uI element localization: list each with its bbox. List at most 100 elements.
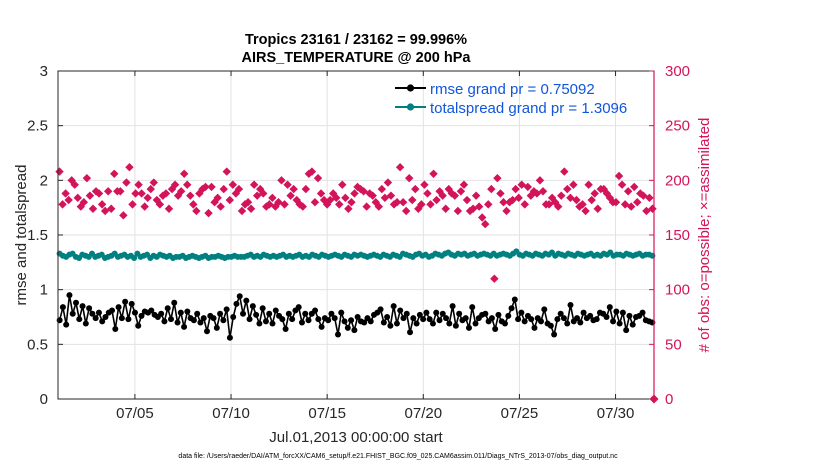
obs-marker: [289, 184, 298, 194]
rmse-point: [89, 310, 96, 317]
obs-marker: [490, 274, 499, 283]
rmse-point: [226, 334, 233, 341]
rmse-point: [282, 326, 289, 333]
rmse-point: [436, 317, 443, 324]
rmse-point: [407, 329, 414, 336]
obs-marker: [55, 167, 64, 176]
rmse-point: [619, 309, 626, 316]
obs-marker: [91, 187, 101, 196]
obs-marker: [283, 180, 292, 189]
y-right-tick-label: 0: [665, 391, 673, 408]
obs-marker: [155, 200, 165, 209]
rmse-point: [380, 319, 387, 326]
obs-marker: [85, 191, 95, 200]
obs-marker: [368, 191, 377, 200]
obs-marker: [377, 184, 387, 194]
obs-marker: [179, 169, 189, 178]
rmse-point: [233, 300, 240, 307]
rmse-point: [204, 328, 210, 335]
rmse-point: [429, 320, 436, 327]
obs-marker: [216, 202, 225, 211]
rmse-point: [82, 320, 89, 327]
obs-marker: [341, 193, 350, 203]
obs-marker: [119, 211, 128, 220]
obs-marker: [432, 195, 441, 205]
obs-marker: [633, 198, 642, 207]
rmse-point: [361, 319, 368, 326]
x-tick-label: 07/15: [308, 405, 346, 422]
rmse-point: [325, 317, 332, 324]
obs-marker: [97, 200, 107, 209]
obs-marker: [277, 176, 286, 185]
rmse-point: [79, 303, 86, 310]
y-right-tick-label: 100: [665, 282, 690, 299]
obs-marker: [426, 200, 435, 209]
rmse-point: [603, 314, 610, 320]
rmse-point: [197, 319, 204, 326]
obs-marker: [474, 202, 484, 211]
obs-marker: [411, 184, 420, 194]
obs-marker: [587, 195, 596, 205]
rmse-point: [639, 309, 646, 316]
obs-marker: [316, 189, 326, 198]
obs-marker: [614, 171, 624, 181]
rmse-point: [269, 320, 276, 327]
rmse-point: [112, 326, 119, 333]
rmse-point: [73, 299, 80, 306]
rmse-point: [181, 323, 188, 330]
rmse-point: [331, 315, 338, 322]
obs-marker: [350, 189, 359, 198]
rmse-point: [334, 331, 341, 338]
obs-marker: [143, 193, 152, 203]
obs-marker: [493, 173, 502, 183]
rmse-point: [416, 311, 423, 318]
rmse-point: [439, 310, 446, 317]
obs-marker: [435, 187, 444, 196]
rmse-point: [125, 316, 132, 323]
rmse-point: [623, 327, 630, 334]
rmse-point: [423, 309, 430, 316]
obs-marker: [204, 208, 213, 218]
rmse-point: [508, 305, 515, 312]
rmse-point: [266, 310, 273, 317]
rmse-point: [63, 321, 70, 328]
y-left-tick-label: 3: [40, 63, 48, 80]
rmse-point: [118, 315, 125, 322]
y-left-tick-label: 0.5: [27, 336, 48, 353]
obs-marker: [584, 180, 593, 189]
obs-marker: [547, 193, 557, 203]
rmse-point: [86, 305, 93, 312]
rmse-point: [377, 306, 384, 313]
obs-marker: [137, 189, 146, 198]
obs-marker: [268, 193, 277, 203]
rmse-point: [426, 316, 433, 323]
rmse-point: [240, 310, 247, 317]
obs-marker: [405, 173, 414, 183]
rmse-point: [230, 314, 237, 320]
rmse-point: [223, 306, 230, 313]
rmse-point: [210, 315, 217, 322]
obs-marker: [183, 180, 192, 189]
obs-marker: [94, 189, 104, 198]
legend-rmse-label: rmse grand pr = 0.75092: [430, 81, 595, 98]
rmse-point: [312, 307, 319, 314]
rmse-point: [164, 305, 171, 312]
legend-spread-marker: [406, 103, 415, 111]
rmse-point: [557, 310, 564, 317]
obs-marker: [429, 169, 438, 178]
rmse-point: [262, 318, 269, 325]
obs-marker: [538, 187, 548, 196]
rmse-point: [217, 310, 224, 317]
rmse-point: [174, 319, 181, 326]
x-tick-label: 07/10: [212, 405, 250, 422]
obs-marker: [82, 173, 92, 183]
obs-marker: [645, 193, 654, 203]
rmse-point: [554, 316, 561, 323]
rmse-point: [190, 317, 197, 324]
rmse-point: [613, 308, 620, 315]
rmse-point: [243, 297, 250, 304]
obs-marker: [462, 195, 472, 205]
rmse-point: [577, 319, 584, 326]
obs-marker: [392, 198, 402, 207]
obs-marker: [313, 173, 323, 183]
